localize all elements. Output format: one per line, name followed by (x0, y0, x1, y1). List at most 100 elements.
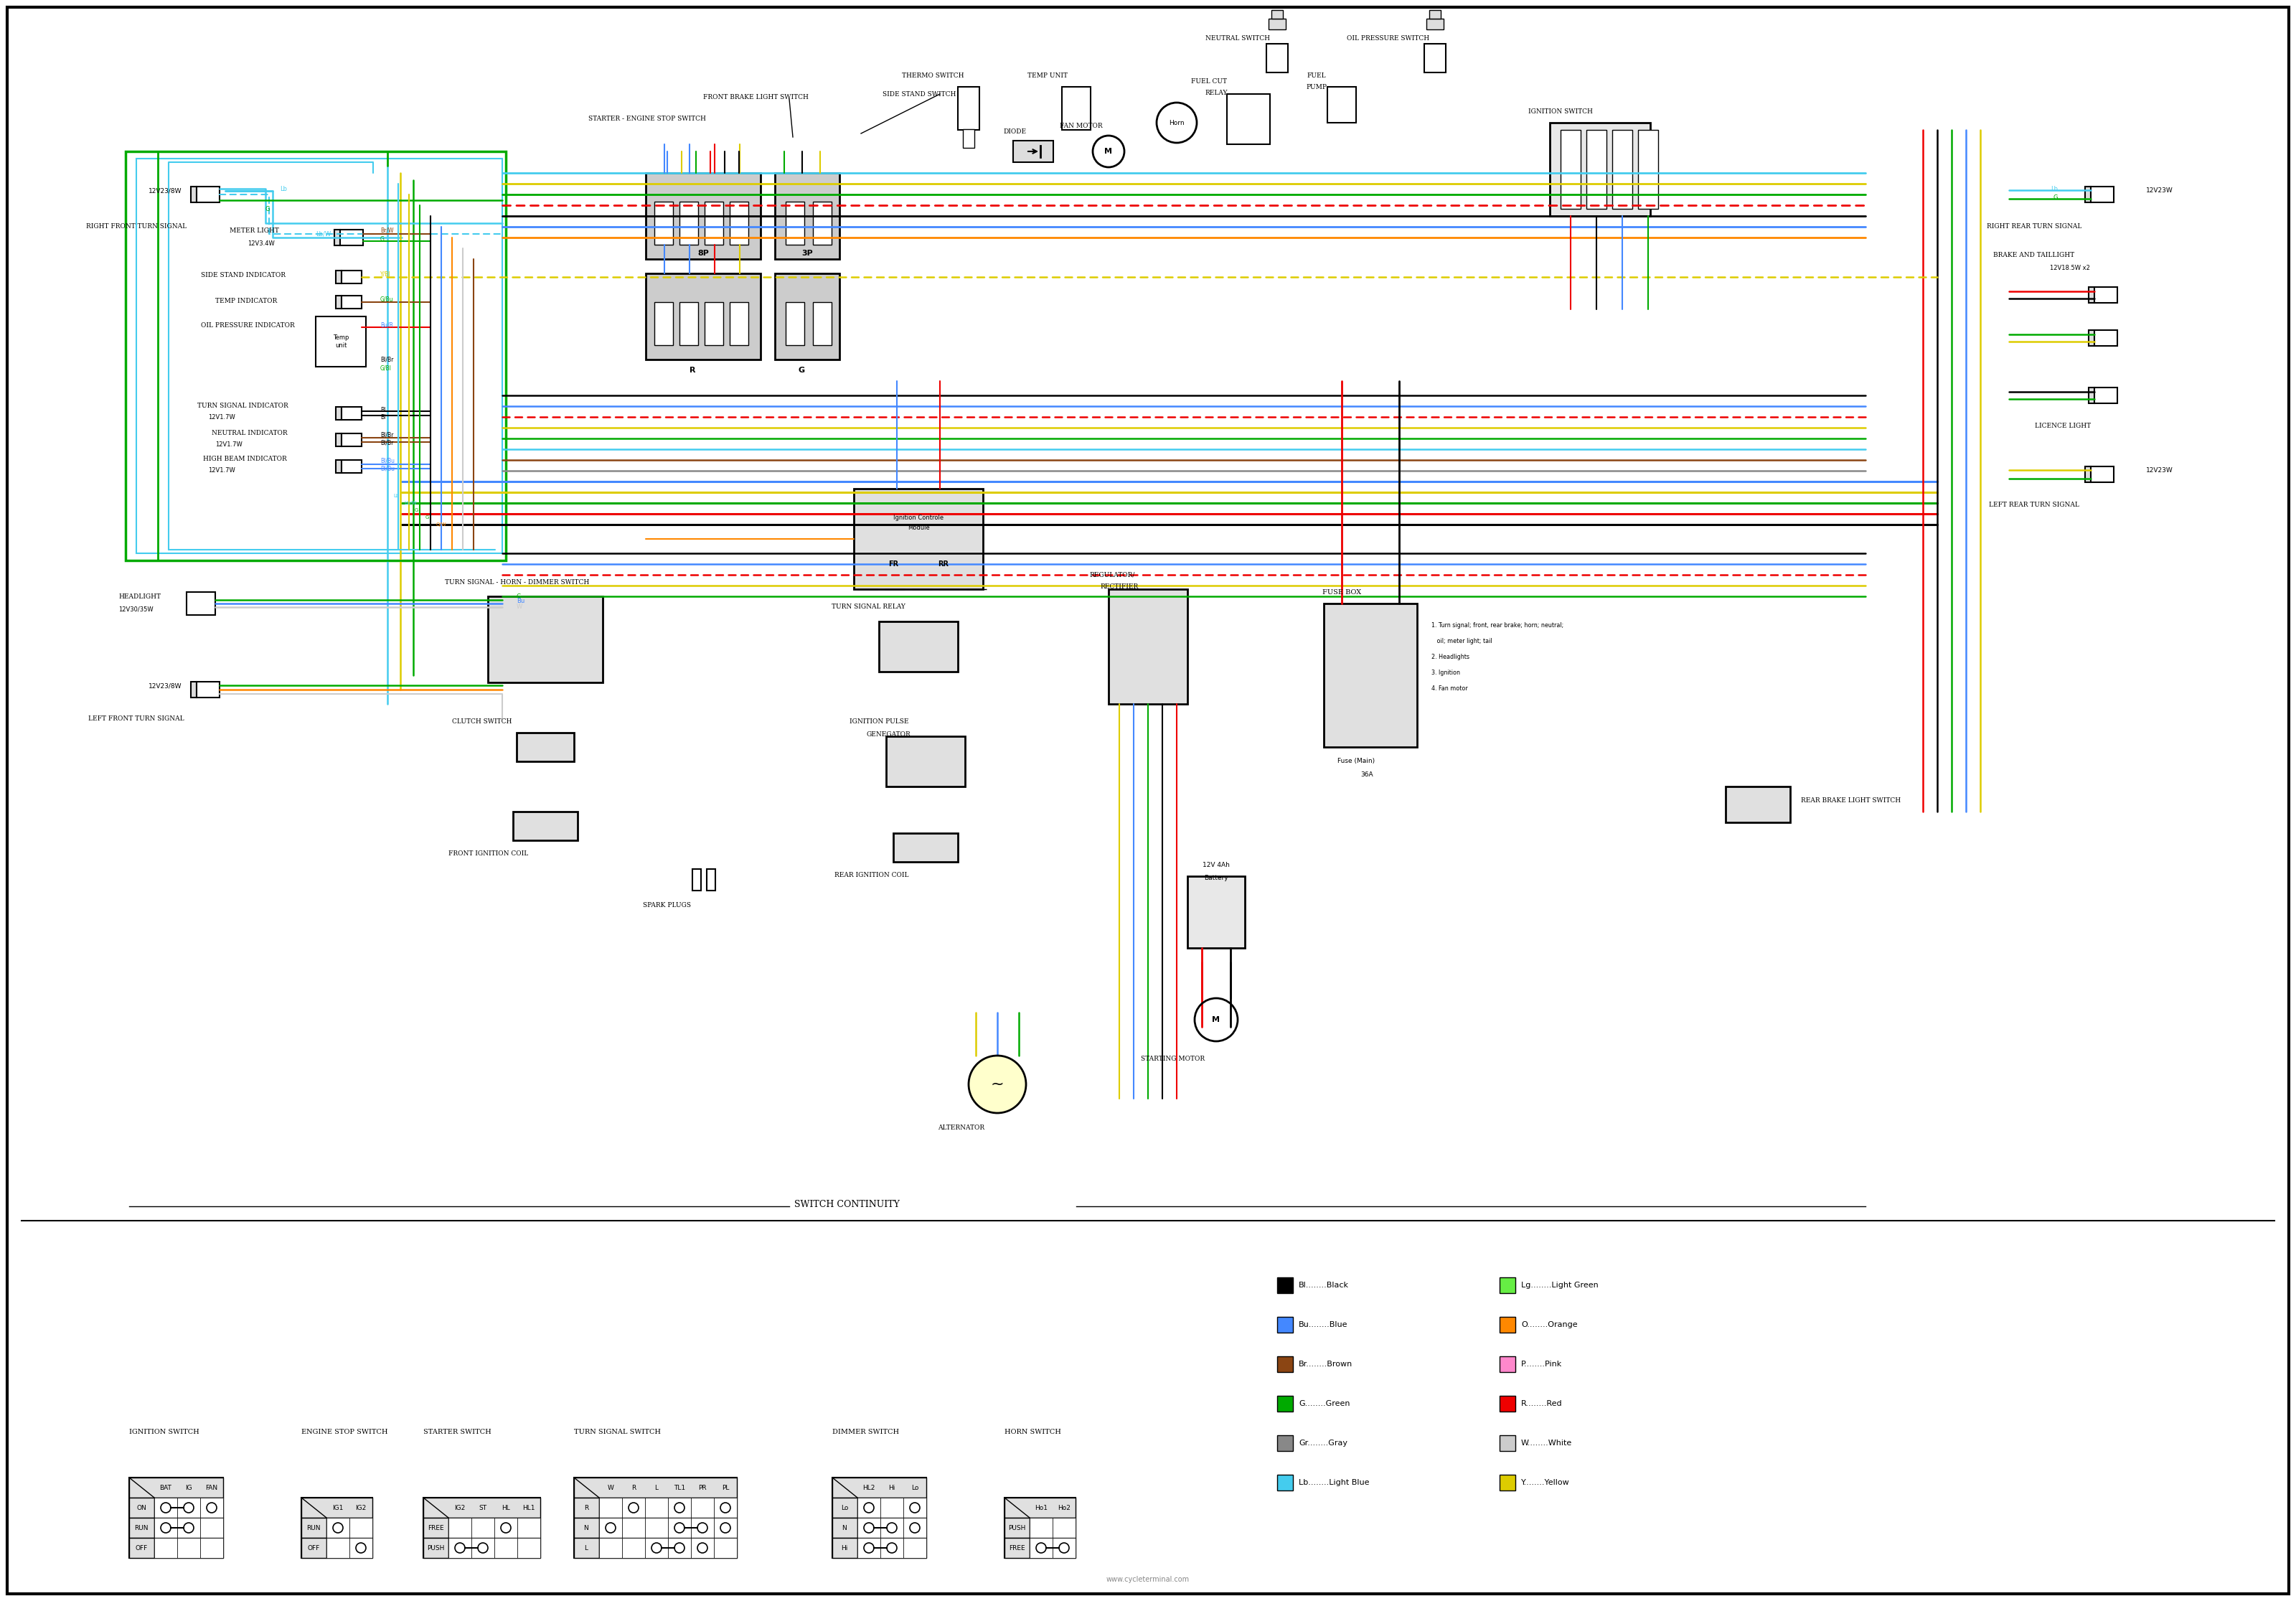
Circle shape (909, 1503, 921, 1513)
Bar (129, 1478, 223, 1497)
Text: IG: IG (186, 1484, 193, 1491)
Text: IG2: IG2 (356, 1505, 367, 1511)
Circle shape (161, 1523, 170, 1532)
Text: TURN SIGNAL SWITCH: TURN SIGNAL SWITCH (574, 1430, 661, 1436)
Bar (1587, 130, 1607, 208)
Bar (326, 1539, 349, 1558)
Bar (962, 130, 974, 147)
Bar (668, 1497, 691, 1518)
Bar (599, 1539, 622, 1558)
Circle shape (629, 1503, 638, 1513)
Text: METER LIGHT: METER LIGHT (230, 227, 280, 234)
Bar (668, 1518, 691, 1539)
Text: 12V1.7W: 12V1.7W (209, 415, 234, 421)
Circle shape (863, 1503, 875, 1513)
Text: LEFT FRONT TURN SIGNAL: LEFT FRONT TURN SIGNAL (87, 716, 184, 722)
Bar (448, 1539, 540, 1558)
Bar (714, 1518, 737, 1539)
Circle shape (161, 1503, 170, 1513)
Bar (471, 1518, 494, 1539)
Text: ~: ~ (990, 1077, 1003, 1092)
Bar (342, 407, 363, 419)
Text: G: G (425, 516, 429, 520)
Text: 12V30/35W: 12V30/35W (119, 607, 154, 613)
Bar (831, 1478, 925, 1497)
Bar (622, 1518, 645, 1539)
Text: SIDE STAND SWITCH: SIDE STAND SWITCH (882, 91, 955, 98)
Text: Battery: Battery (1203, 874, 1228, 881)
Text: IGNITION SWITCH: IGNITION SWITCH (1529, 109, 1593, 115)
Text: PL: PL (721, 1484, 730, 1491)
Bar (1029, 1518, 1052, 1539)
Bar (448, 1518, 471, 1539)
Bar (342, 434, 363, 447)
Text: Lo: Lo (840, 1505, 847, 1511)
Text: Bl/Br: Bl/Br (381, 440, 393, 447)
Bar (512, 812, 579, 841)
Bar (342, 271, 363, 283)
Text: HORN SWITCH: HORN SWITCH (1006, 1430, 1061, 1436)
Text: BAT: BAT (161, 1484, 172, 1491)
Text: NEUTRAL SWITCH: NEUTRAL SWITCH (1205, 35, 1270, 42)
Bar (831, 1539, 856, 1558)
Bar (301, 1497, 372, 1518)
Bar (471, 1539, 494, 1558)
Text: DIMMER SWITCH: DIMMER SWITCH (831, 1430, 900, 1436)
Text: PUMP: PUMP (1306, 83, 1327, 90)
Bar (422, 1497, 540, 1558)
Text: Ignition Controle: Ignition Controle (893, 514, 944, 520)
Bar (693, 869, 700, 890)
Bar (2085, 187, 2092, 202)
Bar (714, 1539, 737, 1558)
Text: FAN: FAN (207, 1484, 218, 1491)
Text: Bu: Bu (517, 599, 526, 605)
Text: 2. Headlights: 2. Headlights (1430, 653, 1469, 660)
Bar (1499, 1278, 1515, 1294)
Text: IG2: IG2 (455, 1505, 466, 1511)
Circle shape (652, 1543, 661, 1553)
Bar (487, 596, 602, 682)
Bar (856, 1518, 925, 1539)
Text: G/Bl: G/Bl (381, 365, 393, 371)
Text: GENEGATOR: GENEGATOR (866, 732, 912, 738)
Bar (645, 274, 760, 360)
Bar (856, 1497, 925, 1518)
Text: O/W: O/W (436, 522, 448, 527)
Bar (645, 173, 760, 259)
Text: Temp
unit: Temp unit (333, 335, 349, 349)
Text: IGNITION SWITCH: IGNITION SWITCH (129, 1430, 200, 1436)
Bar (335, 229, 340, 245)
Text: 36A: 36A (1362, 772, 1373, 778)
Bar (517, 733, 574, 762)
Bar (494, 1518, 517, 1539)
Bar (1267, 43, 1288, 72)
Text: RECTIFIER: RECTIFIER (1100, 583, 1139, 589)
Bar (301, 1497, 372, 1558)
Bar (1499, 1318, 1515, 1332)
Bar (154, 1518, 223, 1539)
Text: SIDE STAND INDICATOR: SIDE STAND INDICATOR (202, 272, 285, 279)
Bar (654, 202, 673, 245)
Text: L: L (654, 1484, 659, 1491)
Bar (879, 1497, 902, 1518)
Text: RUN: RUN (308, 1524, 321, 1531)
Bar (1424, 43, 1446, 72)
Circle shape (1058, 1543, 1070, 1553)
Text: HL1: HL1 (523, 1505, 535, 1511)
Text: G: G (799, 367, 804, 375)
Circle shape (698, 1523, 707, 1532)
Text: 12V18.5W x2: 12V18.5W x2 (2050, 264, 2089, 271)
Text: 12V23/8W: 12V23/8W (149, 187, 181, 194)
Text: TL1: TL1 (673, 1484, 684, 1491)
Text: OFF: OFF (135, 1545, 147, 1551)
Bar (186, 592, 216, 615)
Bar (1006, 1497, 1075, 1518)
Text: HL2: HL2 (863, 1484, 875, 1491)
Text: Bl........Black: Bl........Black (1300, 1282, 1350, 1289)
Bar (705, 202, 723, 245)
Bar (854, 488, 983, 589)
Text: ST: ST (480, 1505, 487, 1511)
Text: REAR BRAKE LIGHT SWITCH: REAR BRAKE LIGHT SWITCH (1800, 797, 1901, 804)
Circle shape (886, 1523, 898, 1532)
Bar (448, 1518, 540, 1539)
